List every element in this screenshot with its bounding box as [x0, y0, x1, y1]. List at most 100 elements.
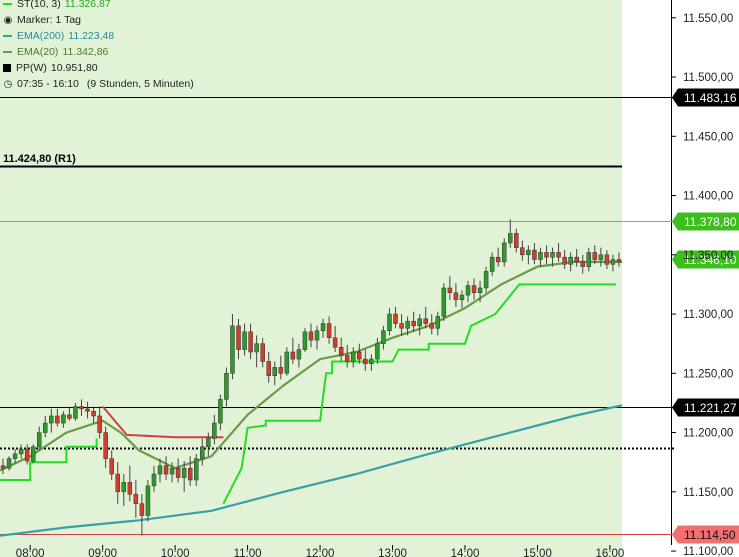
y-tick-label: 11.100,00 — [683, 546, 733, 557]
candle — [290, 337, 296, 364]
candle — [447, 276, 453, 300]
candle-body — [97, 415, 102, 433]
candle-body — [55, 415, 60, 424]
candle — [363, 349, 368, 371]
supertrend-line — [222, 283, 616, 505]
candle — [435, 311, 441, 336]
candle-body — [224, 373, 229, 400]
candle-body — [363, 358, 368, 365]
candle-body — [91, 410, 96, 417]
candle-body — [357, 351, 362, 360]
candle — [248, 323, 253, 360]
candle-body — [326, 323, 332, 339]
candle-body — [169, 467, 175, 475]
candle — [24, 444, 30, 465]
y-tick-label: 11.250,00 — [683, 368, 733, 380]
candle-body — [187, 467, 193, 481]
candle-body — [580, 261, 585, 267]
candle — [61, 411, 66, 428]
candle-body — [67, 414, 72, 419]
candle — [399, 314, 404, 336]
candle — [592, 245, 598, 265]
candle — [429, 314, 435, 335]
candle — [218, 394, 223, 431]
candle — [526, 245, 531, 265]
candle — [169, 462, 175, 483]
candle — [260, 337, 265, 368]
y-tick-label: 11.400,00 — [683, 191, 733, 203]
candle — [477, 280, 483, 303]
candle — [610, 254, 616, 272]
y-tick-label: 11.550,00 — [683, 13, 733, 25]
candle-body — [489, 256, 495, 272]
ema200-swatch — [3, 35, 12, 38]
candle-body — [254, 343, 259, 353]
marker-icon: ◉ — [3, 15, 13, 26]
legend-pp: PP(W) 10.951,80 — [3, 60, 194, 76]
candle-body — [200, 446, 205, 459]
candle-body — [435, 316, 441, 329]
candle-body — [338, 346, 344, 356]
price-tag — [672, 398, 739, 417]
candle-body — [592, 252, 598, 260]
candle — [36, 426, 42, 451]
candle-body — [520, 247, 525, 256]
price-tag — [672, 88, 739, 107]
x-tick-label: 12:00 — [306, 548, 335, 557]
candle — [200, 438, 205, 466]
candle-body — [411, 320, 416, 327]
candle — [206, 432, 211, 457]
clock-icon: ◷ — [3, 79, 13, 90]
y-tick-label: 11.300,00 — [683, 309, 733, 321]
chart-legend: ST(10, 3) 11.326,87 ◉ Marker: 1 Tag EMA(20… — [3, 0, 194, 92]
x-tick-label: 09:00 — [88, 548, 117, 557]
candle — [501, 238, 507, 267]
candle-body — [574, 256, 579, 263]
x-tick-label: 08:00 — [16, 548, 45, 557]
candle — [115, 462, 120, 504]
candle-body — [218, 399, 223, 424]
candle-body — [495, 256, 501, 263]
y-tick-label: 11.150,00 — [683, 487, 733, 499]
candle — [465, 280, 471, 303]
legend-ema200: EMA(200) 11.223,48 — [3, 28, 194, 44]
marker-label: Marker: 1 Tag — [17, 14, 81, 26]
price-tag — [672, 212, 739, 231]
candle-body — [459, 294, 465, 301]
candle-body — [103, 432, 108, 459]
pp-label: PP(W) — [16, 62, 47, 74]
price-tag-label: 11.221,27 — [684, 401, 737, 415]
candle — [538, 247, 543, 267]
candle-body — [127, 482, 133, 495]
candle-body — [586, 252, 592, 267]
x-tick-label: 14:00 — [451, 548, 480, 557]
candle — [254, 335, 259, 368]
candle — [175, 458, 181, 483]
candle — [369, 354, 374, 371]
candle — [67, 406, 72, 421]
candle-body — [61, 414, 66, 424]
ema20-label: EMA(20) — [17, 46, 59, 58]
candle — [314, 325, 320, 350]
candle-body — [375, 343, 380, 360]
candle-body — [568, 256, 573, 265]
ema200-label: EMA(200) — [17, 30, 65, 42]
candle — [284, 347, 290, 376]
candle-body — [272, 367, 277, 376]
candle — [73, 402, 78, 421]
candle-body — [465, 285, 471, 296]
candle — [308, 323, 314, 348]
candle-body — [139, 503, 145, 516]
candle-body — [447, 287, 453, 293]
candle-body — [604, 254, 610, 265]
candle-body — [471, 285, 477, 293]
candle-body — [501, 242, 507, 263]
candle-body — [387, 313, 392, 331]
candle-body — [163, 465, 169, 475]
candle-body — [212, 422, 217, 439]
candle-body — [302, 331, 308, 350]
candle-body — [344, 355, 350, 362]
candle — [562, 250, 567, 270]
candle-body — [314, 330, 320, 341]
